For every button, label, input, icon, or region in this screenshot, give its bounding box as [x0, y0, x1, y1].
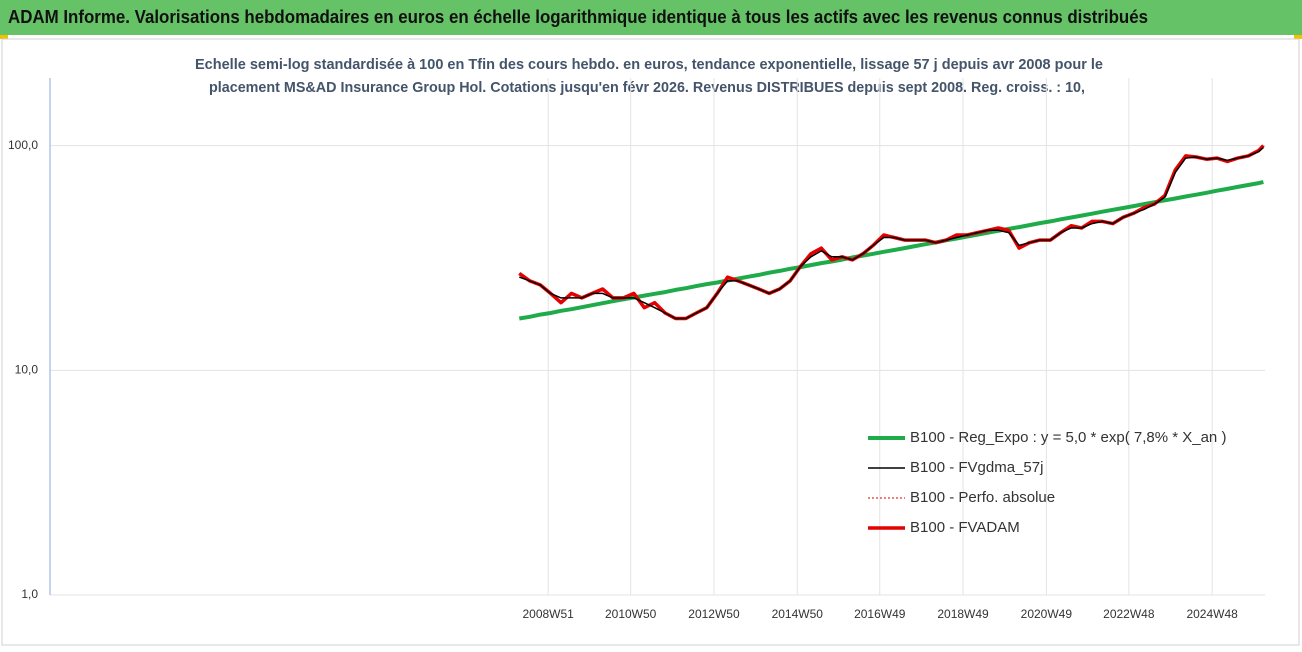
x-tick-label: 2020W49: [1021, 607, 1073, 621]
chart-subtitle: Echelle semi-log standardisée à 100 en T…: [195, 56, 1103, 73]
y-tick-label: 10,0: [15, 362, 39, 376]
series-line: [518, 180, 1264, 321]
series-line: [519, 147, 1264, 320]
x-tick-label: 2022W48: [1103, 607, 1155, 621]
x-tick-label: 2018W49: [937, 607, 989, 621]
x-tick-label: 2014W50: [772, 607, 824, 621]
x-tick-label: 2012W50: [688, 607, 740, 621]
x-tick-label: 2024W48: [1186, 607, 1238, 621]
legend-label: B100 - FVgdma_57j: [910, 459, 1043, 476]
legend-label: B100 - Perfo. absolue: [910, 489, 1055, 506]
corner-mark: [0, 35, 8, 39]
y-tick-label: 1,0: [21, 587, 38, 601]
legend-label: B100 - Reg_Expo : y = 5,0 * exp( 7,8% * …: [910, 429, 1226, 446]
corner-mark: [1294, 35, 1302, 39]
y-tick-label: 100,0: [8, 138, 38, 152]
chart-subtitle: placement MS&AD Insurance Group Hol. Cot…: [209, 79, 1085, 96]
header-bar: [0, 0, 1302, 35]
x-tick-label: 2016W49: [854, 607, 906, 621]
plot-area: 1,0 10,0 100,0 2008W51 2010W50 2012W50 2014W50…: [8, 78, 1265, 621]
x-tick-label: 2010W50: [605, 607, 657, 621]
header-title: ADAM Informe. Valorisations hebdomadaire…: [8, 7, 1148, 27]
legend-label: B100 - FVADAM: [910, 519, 1020, 536]
x-tick-label: 2008W51: [522, 607, 574, 621]
chart-border: [1, 38, 1300, 646]
